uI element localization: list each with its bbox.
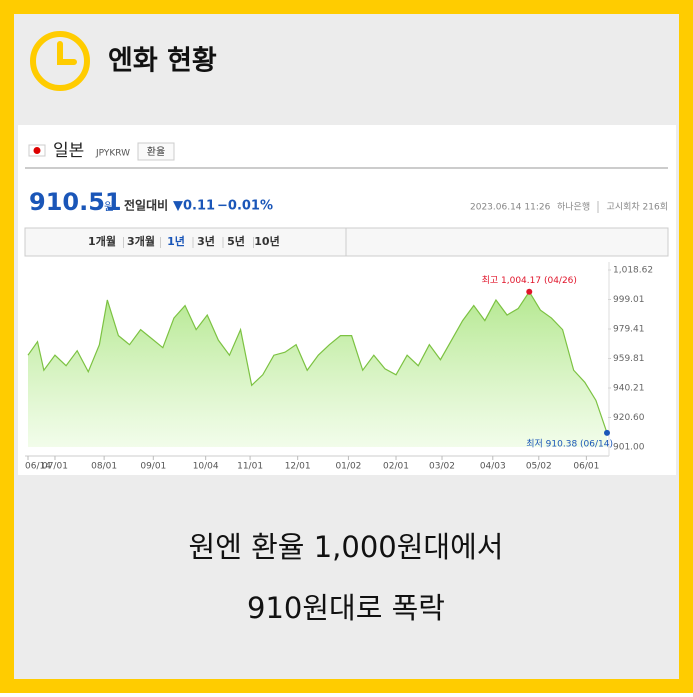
round: 고시회차 216회 (607, 201, 668, 213)
x-tick-label: 09/01 (140, 462, 166, 472)
x-tick-label: 10/04 (193, 462, 219, 472)
tab[interactable]: 10년 (254, 234, 279, 248)
x-tick-label: 02/01 (383, 462, 409, 472)
y-tick-label: 959.81 (613, 354, 645, 364)
rate-button[interactable] (137, 142, 175, 161)
tabs: 1개월 3개월 1년 3년 5년 10년 (88, 234, 280, 248)
country: 일본 (53, 141, 84, 161)
chart: 1,018.62 999.01 979.41 959.81 940.21 920.60 90… (25, 262, 653, 472)
bank: 하나은행 (557, 201, 590, 213)
line (27, 290, 608, 434)
annotation: 최고 1,004.17 (04/26) (482, 275, 577, 286)
caption-line: 910원대로 폭락 (247, 591, 445, 625)
flag (28, 144, 46, 157)
change: ▼0.11 (173, 199, 215, 214)
y-tick-label: 940.21 (613, 383, 645, 393)
x-tick-label: 01/02 (335, 462, 361, 472)
tab[interactable]: 3개월 (127, 234, 155, 248)
title: 엔화 현황 (108, 46, 217, 77)
change-pct: −0.01% (217, 199, 273, 214)
y-tick-label: 1,018.62 (613, 266, 653, 276)
y-tick-label: 920.60 (613, 413, 645, 423)
timestamp: 2023.06.14 11:26 (470, 203, 551, 213)
tab[interactable]: 5년 (227, 234, 245, 248)
y-tick-label: 901.00 (613, 443, 645, 453)
x-tick-label: 04/03 (480, 462, 506, 472)
tab[interactable]: 3년 (197, 234, 215, 248)
caption-line: 원엔 환율 1,000원대에서 (189, 530, 504, 564)
x-tick-label: 05/02 (526, 462, 552, 472)
extreme-point (604, 429, 610, 436)
x-tick-label: 06/01 (573, 462, 599, 472)
x-tick-label: 03/02 (429, 462, 455, 472)
price-unit: 원 (104, 200, 114, 213)
rate-button-label[interactable]: 환율 (147, 146, 165, 158)
price: 910.51 (29, 188, 122, 216)
extreme-point (526, 288, 533, 295)
y-tick-label: 979.41 (613, 325, 645, 335)
y-tick-label: 999.01 (613, 295, 645, 305)
change-label: 전일대비 (124, 198, 168, 213)
annotation: 최저 910.38 (06/14) (526, 438, 613, 449)
area (28, 291, 607, 447)
x-tick-label: 06/14 (25, 462, 51, 472)
x-tick-label: 12/01 (285, 462, 311, 472)
clock-icon (30, 31, 90, 91)
x-tick-label: 07/01 (42, 462, 68, 472)
x-tick-label: 08/01 (91, 462, 117, 472)
tab[interactable]: 1개월 (88, 234, 116, 248)
x-tick-label: 11/01 (237, 462, 263, 472)
code: JPYKRW (95, 149, 130, 159)
tab[interactable]: 1년 (167, 234, 185, 248)
